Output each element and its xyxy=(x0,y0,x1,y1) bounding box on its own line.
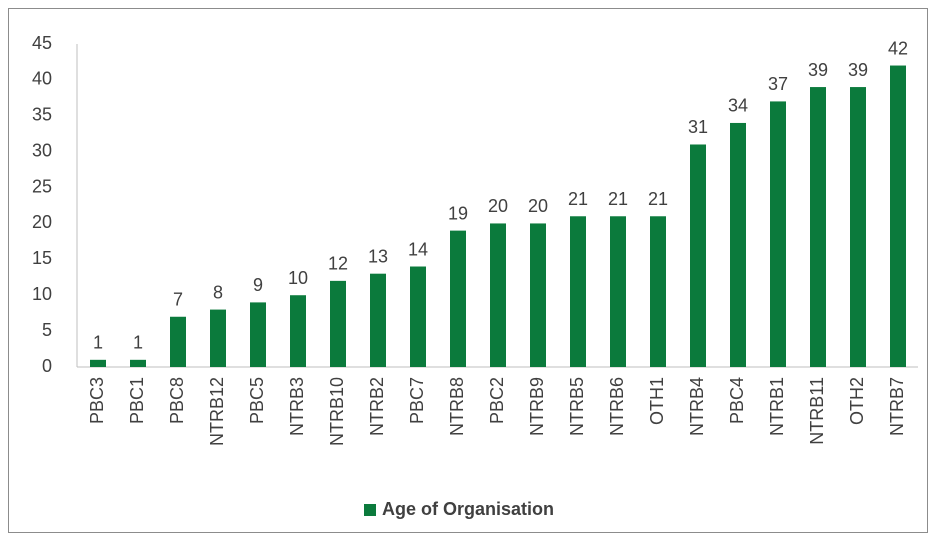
bar xyxy=(890,65,906,368)
x-tick-label: NTRB1 xyxy=(767,377,787,436)
y-tick-label: 45 xyxy=(32,33,52,53)
data-label: 1 xyxy=(133,333,143,353)
x-tick-label: PBC7 xyxy=(407,377,427,424)
bar xyxy=(690,144,706,367)
x-tick-label: NTRB2 xyxy=(367,377,387,436)
data-label: 9 xyxy=(253,275,263,295)
bar xyxy=(410,266,426,367)
data-label: 19 xyxy=(448,203,468,223)
data-label: 34 xyxy=(728,96,748,116)
x-tick-label: PBC2 xyxy=(487,377,507,424)
x-tick-label: NTRB3 xyxy=(287,377,307,436)
x-tick-label: NTRB4 xyxy=(687,377,707,436)
x-tick-label: PBC5 xyxy=(247,377,267,424)
bar xyxy=(850,87,866,368)
data-label: 21 xyxy=(608,189,628,209)
bar xyxy=(490,223,506,367)
data-label: 14 xyxy=(408,239,428,259)
data-label: 21 xyxy=(648,189,668,209)
y-tick-label: 35 xyxy=(32,105,52,125)
y-tick-label: 10 xyxy=(32,284,52,304)
x-tick-label: NTRB6 xyxy=(607,377,627,436)
x-tick-label: NTRB7 xyxy=(887,377,907,436)
y-tick-label: 15 xyxy=(32,248,52,268)
data-label: 39 xyxy=(848,60,868,80)
data-label: 13 xyxy=(368,246,388,266)
data-label: 1 xyxy=(93,333,103,353)
y-tick-label: 0 xyxy=(42,356,52,376)
bar xyxy=(90,359,106,367)
x-tick-label: NTRB8 xyxy=(447,377,467,436)
data-label: 8 xyxy=(213,282,223,302)
data-label: 39 xyxy=(808,60,828,80)
x-tick-label: NTRB12 xyxy=(207,377,227,446)
data-label: 12 xyxy=(328,254,348,274)
bar xyxy=(570,216,586,367)
data-label: 20 xyxy=(488,196,508,216)
data-label: 20 xyxy=(528,196,548,216)
x-tick-label: PBC4 xyxy=(727,377,747,424)
x-tick-label: PBC8 xyxy=(167,377,187,424)
x-tick-label: OTH2 xyxy=(847,377,867,425)
data-label: 37 xyxy=(768,74,788,94)
data-label: 21 xyxy=(568,189,588,209)
bar xyxy=(770,101,786,367)
bar xyxy=(250,302,266,367)
x-tick-label: NTRB9 xyxy=(527,377,547,436)
bar xyxy=(370,273,386,367)
x-tick-label: PBC3 xyxy=(87,377,107,424)
y-tick-label: 5 xyxy=(42,320,52,340)
y-tick-label: 25 xyxy=(32,176,52,196)
bar xyxy=(450,230,466,367)
bar xyxy=(290,295,306,367)
bar xyxy=(810,87,826,368)
data-label: 10 xyxy=(288,268,308,288)
chart-border xyxy=(8,8,928,533)
x-tick-label: NTRB10 xyxy=(327,377,347,446)
y-tick-label: 30 xyxy=(32,140,52,160)
bar xyxy=(530,223,546,367)
x-tick-label: PBC1 xyxy=(127,377,147,424)
bar xyxy=(610,216,626,367)
data-label: 31 xyxy=(688,117,708,137)
bar xyxy=(170,316,186,367)
y-tick-label: 20 xyxy=(32,212,52,232)
data-label: 42 xyxy=(888,38,908,58)
bar xyxy=(330,280,346,367)
bar xyxy=(650,216,666,367)
x-tick-label: NTRB11 xyxy=(807,377,827,445)
bar xyxy=(730,122,746,367)
x-tick-label: NTRB5 xyxy=(567,377,587,436)
legend-swatch xyxy=(364,504,376,516)
x-tick-label: OTH1 xyxy=(647,377,667,425)
bar xyxy=(130,359,146,367)
y-tick-label: 40 xyxy=(32,69,52,89)
legend-label: Age of Organisation xyxy=(382,499,554,519)
data-label: 7 xyxy=(173,290,183,310)
bar xyxy=(210,309,226,367)
